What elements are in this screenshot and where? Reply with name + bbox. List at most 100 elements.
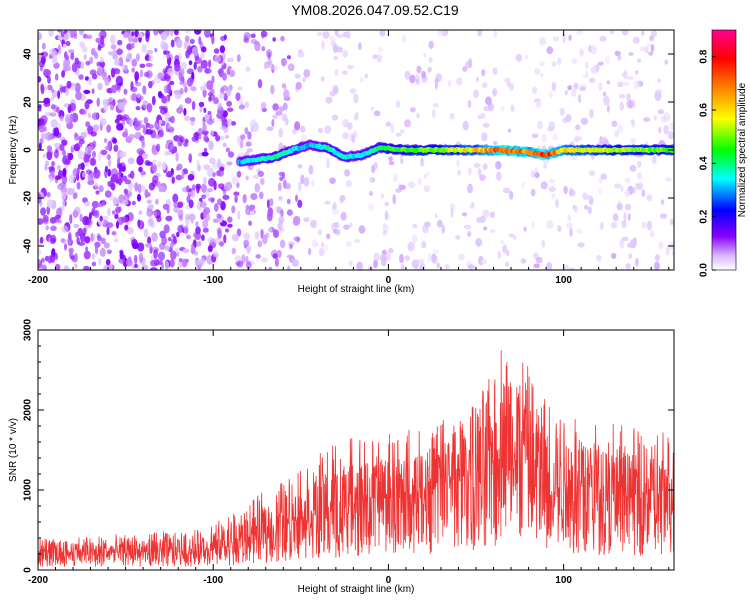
noise-speckle — [147, 236, 152, 245]
noise-speckle — [412, 234, 418, 244]
noise-speckle — [128, 33, 133, 43]
noise-speckle — [184, 97, 192, 104]
noise-speckle — [551, 61, 557, 67]
noise-speckle — [81, 172, 86, 178]
noise-speckle — [247, 131, 252, 140]
noise-speckle — [39, 138, 44, 145]
noise-speckle — [100, 149, 108, 156]
noise-speckle — [286, 55, 291, 60]
noise-speckle — [427, 252, 432, 262]
noise-speckle — [241, 254, 246, 264]
noise-speckle — [195, 221, 199, 228]
noise-speckle — [42, 214, 49, 223]
noise-speckle — [160, 262, 164, 270]
noise-speckle — [345, 240, 352, 247]
noise-speckle — [227, 223, 233, 228]
noise-speckle — [246, 148, 253, 153]
noise-speckle — [293, 236, 301, 242]
noise-speckle — [59, 143, 65, 152]
noise-speckle — [432, 103, 439, 108]
noise-speckle — [213, 180, 217, 191]
noise-speckle — [168, 237, 172, 242]
noise-speckle — [226, 161, 233, 166]
noise-speckle — [659, 213, 668, 219]
noise-speckle — [423, 185, 430, 193]
noise-speckle — [318, 247, 325, 257]
noise-speckle — [400, 263, 405, 270]
noise-speckle — [105, 259, 111, 266]
noise-speckle — [129, 170, 135, 179]
noise-speckle — [325, 96, 333, 104]
noise-speckle — [650, 30, 658, 37]
noise-speckle — [649, 35, 655, 42]
noise-speckle — [98, 257, 102, 266]
noise-speckle — [489, 211, 495, 219]
noise-speckle — [140, 184, 146, 193]
noise-speckle — [333, 55, 339, 61]
noise-speckle — [436, 219, 443, 228]
noise-speckle — [479, 215, 486, 223]
noise-speckle — [629, 165, 637, 172]
noise-speckle — [173, 201, 179, 209]
noise-speckle — [45, 225, 49, 231]
noise-speckle — [64, 158, 71, 166]
noise-speckle — [118, 56, 124, 67]
noise-speckle — [211, 75, 215, 84]
noise-speckle — [428, 40, 434, 49]
noise-speckle — [75, 142, 83, 148]
noise-speckle — [236, 170, 242, 178]
noise-speckle — [106, 154, 111, 161]
noise-speckle — [370, 106, 375, 111]
noise-speckle — [543, 162, 548, 169]
noise-speckle — [417, 258, 425, 264]
x-tick-label: -200 — [28, 575, 48, 586]
noise-speckle — [585, 62, 589, 69]
noise-speckle — [636, 58, 642, 63]
noise-speckle — [222, 72, 227, 81]
noise-speckle — [334, 30, 339, 36]
noise-speckle — [268, 266, 273, 270]
noise-speckle — [373, 110, 381, 117]
noise-speckle — [320, 76, 325, 82]
noise-speckle — [63, 103, 70, 108]
noise-speckle — [233, 191, 240, 196]
noise-speckle — [148, 124, 154, 129]
noise-speckle — [225, 228, 229, 233]
noise-speckle — [671, 250, 674, 256]
noise-speckle — [467, 99, 472, 109]
noise-speckle — [64, 113, 72, 123]
noise-speckle — [585, 195, 593, 201]
noise-speckle — [316, 31, 323, 36]
noise-speckle — [137, 242, 145, 252]
noise-speckle — [467, 183, 473, 194]
noise-speckle — [212, 118, 216, 124]
noise-speckle — [46, 84, 53, 91]
noise-speckle — [254, 183, 261, 193]
noise-speckle — [407, 241, 415, 252]
x-tick-label: -100 — [203, 575, 223, 586]
noise-speckle — [112, 138, 118, 144]
chart-title: YM08.2026.047.09.52.C19 — [291, 2, 459, 18]
noise-speckle — [272, 103, 279, 111]
noise-speckle — [568, 189, 576, 197]
noise-speckle — [669, 122, 674, 130]
noise-speckle — [297, 164, 303, 169]
noise-speckle — [603, 95, 610, 106]
noise-speckle — [38, 248, 42, 256]
noise-speckle — [409, 74, 416, 84]
noise-speckle — [69, 214, 73, 224]
noise-speckle — [156, 143, 161, 152]
noise-speckle — [54, 263, 61, 270]
colorbar-tick-label: 0.2 — [699, 209, 710, 223]
noise-speckle — [500, 239, 505, 244]
noise-speckle — [249, 204, 256, 210]
noise-speckle — [167, 67, 175, 76]
noise-speckle — [349, 222, 353, 227]
noise-speckle — [67, 187, 74, 196]
noise-speckle — [197, 164, 201, 172]
noise-speckle — [103, 138, 108, 143]
noise-speckle — [280, 35, 285, 42]
noise-speckle — [170, 39, 175, 48]
noise-speckle — [51, 55, 58, 65]
noise-speckle — [50, 104, 56, 110]
